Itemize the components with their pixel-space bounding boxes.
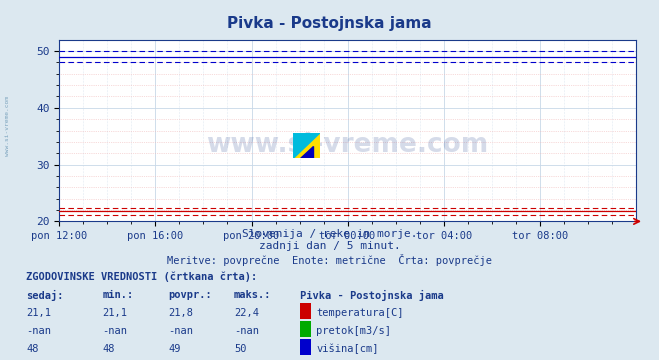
Text: 21,1: 21,1 — [26, 308, 51, 318]
Text: min.:: min.: — [102, 290, 133, 300]
Text: Pivka - Postojnska jama: Pivka - Postojnska jama — [300, 290, 444, 301]
Text: sedaj:: sedaj: — [26, 290, 64, 301]
Text: www.si-vreme.com: www.si-vreme.com — [5, 96, 11, 156]
Text: povpr.:: povpr.: — [168, 290, 212, 300]
Text: www.si-vreme.com: www.si-vreme.com — [206, 132, 489, 158]
Text: 22,4: 22,4 — [234, 308, 259, 318]
Text: zadnji dan / 5 minut.: zadnji dan / 5 minut. — [258, 241, 401, 251]
Text: 48: 48 — [26, 344, 39, 354]
Text: 49: 49 — [168, 344, 181, 354]
Text: 21,8: 21,8 — [168, 308, 193, 318]
Text: -nan: -nan — [234, 326, 259, 336]
Polygon shape — [293, 133, 320, 158]
Text: pretok[m3/s]: pretok[m3/s] — [316, 326, 391, 336]
Text: ZGODOVINSKE VREDNOSTI (črtkana črta):: ZGODOVINSKE VREDNOSTI (črtkana črta): — [26, 272, 258, 282]
Text: -nan: -nan — [26, 326, 51, 336]
Text: -nan: -nan — [102, 326, 127, 336]
Text: 48: 48 — [102, 344, 115, 354]
Text: temperatura[C]: temperatura[C] — [316, 308, 404, 318]
Text: 50: 50 — [234, 344, 246, 354]
Polygon shape — [300, 146, 313, 158]
Text: maks.:: maks.: — [234, 290, 272, 300]
Polygon shape — [293, 133, 320, 158]
Text: -nan: -nan — [168, 326, 193, 336]
Text: Pivka - Postojnska jama: Pivka - Postojnska jama — [227, 16, 432, 31]
Text: Slovenija / reke in morje.: Slovenija / reke in morje. — [242, 229, 417, 239]
Text: 21,1: 21,1 — [102, 308, 127, 318]
Text: Meritve: povprečne  Enote: metrične  Črta: povprečje: Meritve: povprečne Enote: metrične Črta:… — [167, 254, 492, 266]
Text: višina[cm]: višina[cm] — [316, 344, 379, 354]
